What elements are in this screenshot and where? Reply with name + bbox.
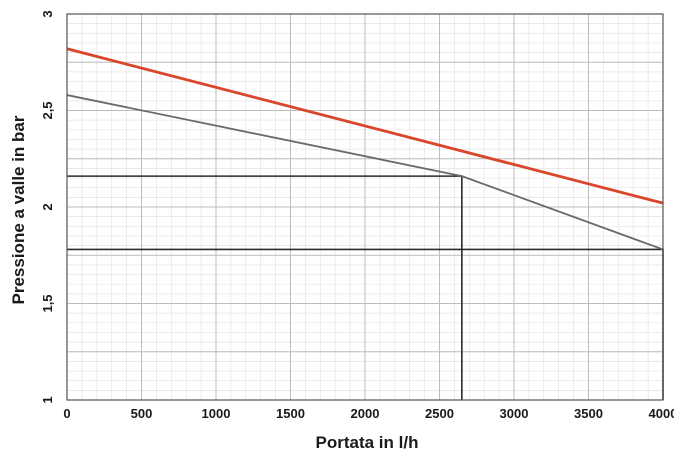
series-line-2 bbox=[66, 94, 664, 251]
y-tick-label: 3 bbox=[40, 10, 55, 17]
y-tick-label: 2,5 bbox=[40, 101, 55, 119]
series-lines bbox=[66, 47, 664, 251]
x-tick-label: 1000 bbox=[202, 406, 231, 421]
x-tick-label: 4000 bbox=[649, 406, 674, 421]
series-line-1 bbox=[66, 47, 664, 205]
reference-line-1 bbox=[67, 175, 463, 400]
plot-frame bbox=[66, 13, 664, 401]
y-tick-label: 2 bbox=[40, 203, 55, 210]
x-tick-label: 2000 bbox=[351, 406, 380, 421]
x-tick-label: 3000 bbox=[500, 406, 529, 421]
x-tick-label: 2500 bbox=[425, 406, 454, 421]
y-axis-title: Pressione a valle in bar bbox=[9, 115, 28, 304]
x-tick-label: 500 bbox=[131, 406, 153, 421]
y-tick-labels: 1 1,5 2 2,5 3 bbox=[40, 10, 55, 403]
x-tick-label: 0 bbox=[63, 406, 70, 421]
x-tick-label: 3500 bbox=[574, 406, 603, 421]
y-tick-label: 1 bbox=[40, 396, 55, 403]
x-axis-title: Portata in l/h bbox=[316, 433, 419, 452]
x-tick-labels: 0 500 1000 1500 2000 2500 3000 3500 4000 bbox=[63, 406, 674, 421]
x-tick-label: 1500 bbox=[276, 406, 305, 421]
y-tick-label: 1,5 bbox=[40, 294, 55, 312]
